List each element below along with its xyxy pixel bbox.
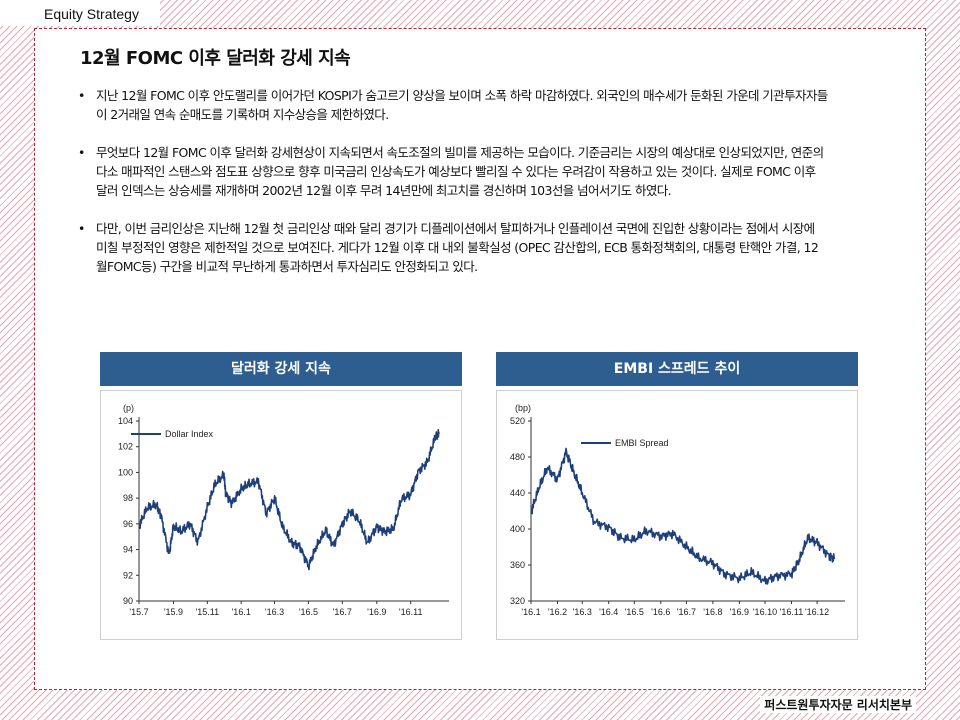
chart-panel-embi: EMBI 스프레드 추이 (bp) 320 360 400 440 480 520 '16.1… bbox=[496, 352, 858, 642]
header-bar: Equity Strategy bbox=[0, 0, 160, 26]
y-tick-label: 92 bbox=[123, 570, 133, 580]
bullet-list: 지난 12월 FOMC 이후 안도랠리를 이어가던 KOSPI가 숨고르기 양상… bbox=[78, 86, 828, 295]
chart-title: EMBI 스프레드 추이 bbox=[496, 352, 858, 386]
legend-label: EMBI Spread bbox=[615, 438, 669, 448]
dollar-index-chart: (p) 90 92 94 96 98 100 102 104 '15.7 '15.9 '15.11 '1… bbox=[118, 403, 449, 617]
x-tick-label: '16.6 bbox=[651, 607, 670, 617]
x-tick-label: '16.9 bbox=[367, 607, 386, 617]
section-label: Equity Strategy bbox=[44, 6, 139, 22]
bullet-item: 다만, 이번 금리인상은 지난해 12월 첫 금리인상 때와 달리 경기가 디플… bbox=[78, 219, 828, 276]
x-tick-label: '16.1 bbox=[232, 607, 251, 617]
x-tick-label: '15.11 bbox=[196, 607, 220, 617]
x-tick-label: '15.9 bbox=[164, 607, 183, 617]
x-tick-label: '16.3 bbox=[265, 607, 284, 617]
x-tick-label: '16.4 bbox=[599, 607, 618, 617]
chart-title: 달러화 강세 지속 bbox=[100, 352, 462, 386]
y-tick-label: 94 bbox=[123, 545, 133, 555]
y-tick-label: 102 bbox=[118, 442, 133, 452]
x-tick-label: '16.7 bbox=[333, 607, 352, 617]
x-tick-label: '16.12 bbox=[805, 607, 829, 617]
x-tick-label: '16.2 bbox=[548, 607, 567, 617]
bullet-item: 무엇보다 12월 FOMC 이후 달러화 강세현상이 지속되면서 속도조절의 빌… bbox=[78, 143, 828, 200]
y-tick-label: 360 bbox=[510, 560, 525, 570]
legend-label: Dollar Index bbox=[165, 429, 214, 439]
axis-unit: (bp) bbox=[515, 403, 531, 413]
chart-box: (p) 90 92 94 96 98 100 102 104 '15.7 '15.9 '15.11 '1… bbox=[100, 390, 462, 640]
y-tick-label: 480 bbox=[510, 452, 525, 462]
axis-unit: (p) bbox=[123, 403, 134, 413]
x-tick-label: '16.9 bbox=[730, 607, 749, 617]
x-tick-label: '15.7 bbox=[129, 607, 148, 617]
chart-panel-dollar: 달러화 강세 지속 (p) 90 92 94 96 98 100 102 104 '15.7 '15… bbox=[100, 352, 462, 642]
x-tick-label: '16.11 bbox=[399, 607, 423, 617]
x-tick-label: '16.3 bbox=[573, 607, 592, 617]
y-tick-label: 440 bbox=[510, 488, 525, 498]
y-tick-label: 98 bbox=[123, 493, 133, 503]
footer-credit: 퍼스트원투자자문 리서치본부 bbox=[760, 696, 916, 713]
x-tick-label: '16.8 bbox=[703, 607, 722, 617]
x-tick-label: '16.5 bbox=[299, 607, 318, 617]
y-tick-label: 96 bbox=[123, 519, 133, 529]
y-tick-label: 520 bbox=[510, 416, 525, 426]
bullet-item: 지난 12월 FOMC 이후 안도랠리를 이어가던 KOSPI가 숨고르기 양상… bbox=[78, 86, 828, 124]
x-tick-label: '16.7 bbox=[677, 607, 696, 617]
embi-spread-chart: (bp) 320 360 400 440 480 520 '16.1 '16.2 '16.3 '16… bbox=[510, 403, 845, 617]
page-title: 12월 FOMC 이후 달러화 강세 지속 bbox=[80, 48, 351, 69]
y-tick-label: 400 bbox=[510, 524, 525, 534]
series-line bbox=[530, 447, 836, 585]
y-tick-label: 320 bbox=[510, 596, 525, 606]
y-tick-label: 100 bbox=[118, 467, 133, 477]
y-tick-label: 104 bbox=[118, 416, 133, 426]
x-tick-label: '16.10 bbox=[753, 607, 777, 617]
y-tick-label: 90 bbox=[123, 596, 133, 606]
x-tick-label: '16.5 bbox=[625, 607, 644, 617]
x-tick-label: '16.1 bbox=[521, 607, 540, 617]
chart-box: (bp) 320 360 400 440 480 520 '16.1 '16.2 '16.3 '16… bbox=[496, 390, 858, 640]
series-line bbox=[138, 428, 440, 571]
x-tick-label: '16.11 bbox=[780, 607, 804, 617]
